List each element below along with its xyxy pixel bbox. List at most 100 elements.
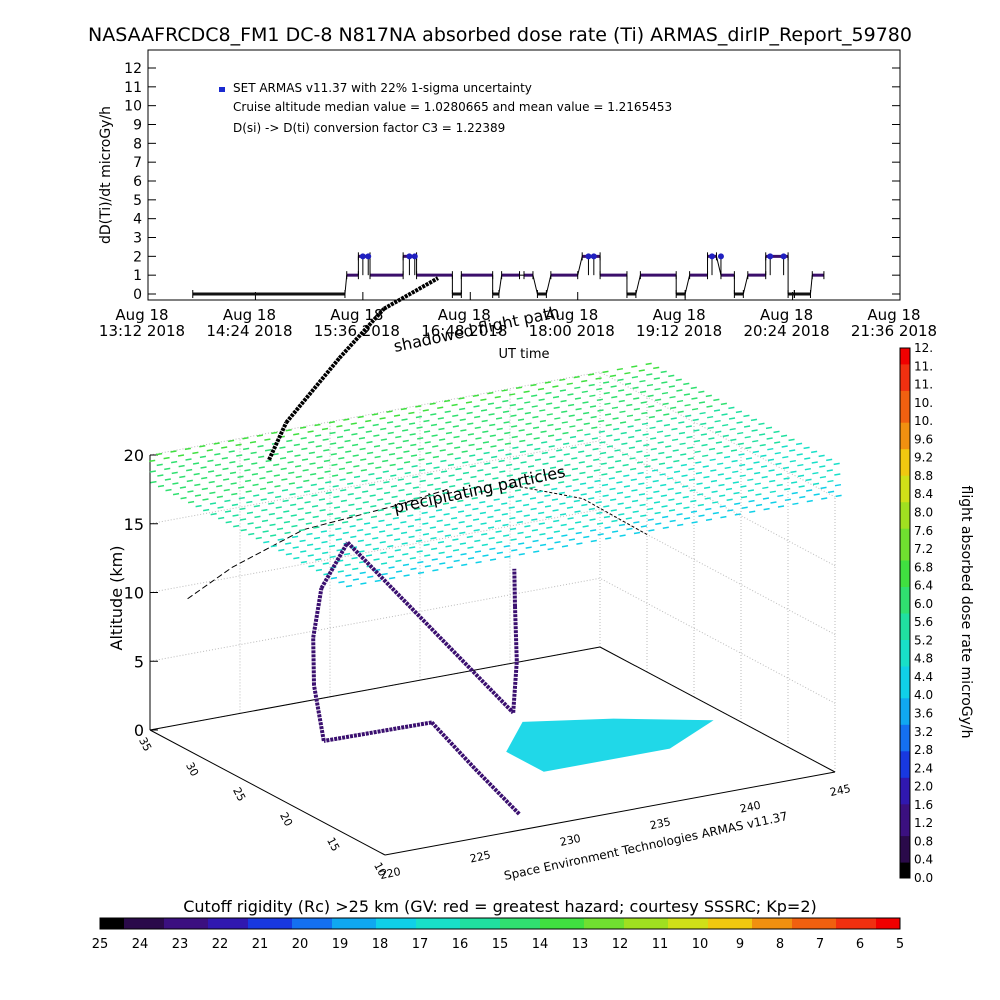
- particle-cell: [806, 499, 813, 503]
- colorbar-bottom-cell: [504, 918, 509, 929]
- particle-cell: [804, 467, 812, 471]
- particle-cell: [341, 510, 348, 513]
- particle-cell: [589, 394, 596, 398]
- colorbar-bottom-cell: [232, 918, 237, 929]
- particle-cell: [336, 425, 343, 428]
- particle-cell: [698, 514, 705, 517]
- particle-cell: [669, 395, 676, 399]
- colorbar-right-cell: [900, 390, 910, 397]
- z-tick-label: 0: [134, 721, 144, 740]
- particle-cell: [656, 430, 664, 434]
- particle-cell: [495, 417, 503, 420]
- particle-cell: [474, 415, 481, 419]
- particle-cell: [702, 465, 709, 468]
- particle-cell: [157, 484, 165, 488]
- particle-cell: [608, 477, 616, 480]
- particle-cell: [459, 531, 466, 535]
- particle-cell: [242, 436, 249, 440]
- colorbar-bottom-cell: [424, 918, 429, 929]
- particle-cell: [186, 468, 193, 472]
- particle-cell: [199, 455, 207, 459]
- particle-cell: [225, 520, 232, 524]
- particle-cell: [646, 507, 654, 511]
- x-tick-label-time: 20:24 2018: [743, 322, 829, 340]
- particle-cell: [360, 469, 368, 472]
- particle-cell: [751, 429, 758, 432]
- particle-cell: [391, 495, 398, 499]
- particle-cell: [268, 502, 275, 505]
- colorbar-bottom-cell: [480, 918, 485, 929]
- colorbar-bottom-cell: [556, 918, 561, 929]
- particle-cell: [770, 501, 777, 504]
- particle-cell: [404, 471, 411, 475]
- particle-cell: [459, 418, 466, 421]
- particle-cell: [443, 513, 450, 516]
- z-axis-label: Altitude (km): [107, 546, 126, 651]
- particle-cell: [748, 499, 755, 503]
- particle-cell: [210, 512, 217, 516]
- colorbar-bottom-cell: [720, 918, 725, 929]
- particle-cell: [621, 442, 628, 446]
- particle-cell: [683, 517, 691, 520]
- colorbar-bottom-cell: [772, 918, 777, 929]
- particle-cell: [683, 382, 690, 386]
- particle-cell: [701, 443, 708, 447]
- colorbar-right-cell: [900, 692, 910, 699]
- particle-cell: [395, 435, 402, 439]
- colorbar-bottom-tick: 16: [452, 937, 469, 952]
- colorbar-bottom-cell: [492, 918, 497, 929]
- colorbar-bottom-cell: [380, 918, 385, 929]
- particle-cell: [387, 431, 394, 435]
- particle-cell: [393, 527, 400, 531]
- particle-cell: [425, 462, 433, 465]
- particle-cell: [705, 518, 713, 521]
- particle-cell: [574, 521, 582, 524]
- particle-cell: [745, 446, 752, 450]
- colorbar-right-cell: [900, 560, 910, 566]
- particle-cell: [467, 422, 474, 425]
- particle-cell: [688, 478, 696, 482]
- particle-cell: [595, 377, 602, 380]
- colorbar-bottom-cell: [732, 918, 737, 929]
- particle-cell: [362, 500, 369, 504]
- colorbar-bottom-cell: [520, 918, 525, 929]
- particle-cell: [660, 370, 667, 374]
- particle-cell: [409, 556, 416, 560]
- particle-cell: [432, 568, 439, 572]
- particle-cell: [457, 510, 465, 513]
- particle-cell: [358, 550, 365, 553]
- particle-cell: [704, 497, 711, 500]
- colorbar-right-cell: [900, 475, 910, 481]
- particle-cell: [559, 502, 566, 505]
- colorbar-right-tick: 4.0: [914, 688, 933, 702]
- particle-cell: [249, 440, 257, 444]
- colorbar-bottom-cell: [384, 918, 389, 929]
- particle-cell: [643, 454, 651, 458]
- colorbar-right-cell: [900, 358, 910, 365]
- particle-cell: [593, 469, 600, 472]
- particle-cell: [626, 403, 633, 407]
- particle-cell: [261, 508, 268, 512]
- particle-cell: [521, 482, 528, 485]
- particle-cell: [470, 475, 477, 479]
- particle-cell: [194, 483, 201, 487]
- particle-cell: [288, 482, 296, 485]
- particle-cell: [738, 453, 745, 456]
- particle-cell: [549, 466, 557, 469]
- particle-cell: [576, 542, 583, 545]
- colorbar-bottom-cell: [304, 918, 309, 929]
- colorbar-bottom-cell: [388, 918, 393, 929]
- particle-cell: [293, 556, 300, 560]
- particle-cell: [492, 487, 500, 491]
- particle-cell: [378, 530, 386, 533]
- particle-cell: [475, 560, 482, 564]
- particle-cell: [536, 490, 544, 493]
- colorbar-bottom-cell: [376, 918, 381, 929]
- particle-cell: [626, 527, 633, 531]
- particle-cell: [326, 502, 333, 505]
- particle-cell: [392, 516, 400, 520]
- particle-cell: [179, 475, 186, 479]
- particle-cell: [164, 478, 172, 481]
- particle-cell: [601, 473, 608, 476]
- particle-cell: [400, 520, 407, 524]
